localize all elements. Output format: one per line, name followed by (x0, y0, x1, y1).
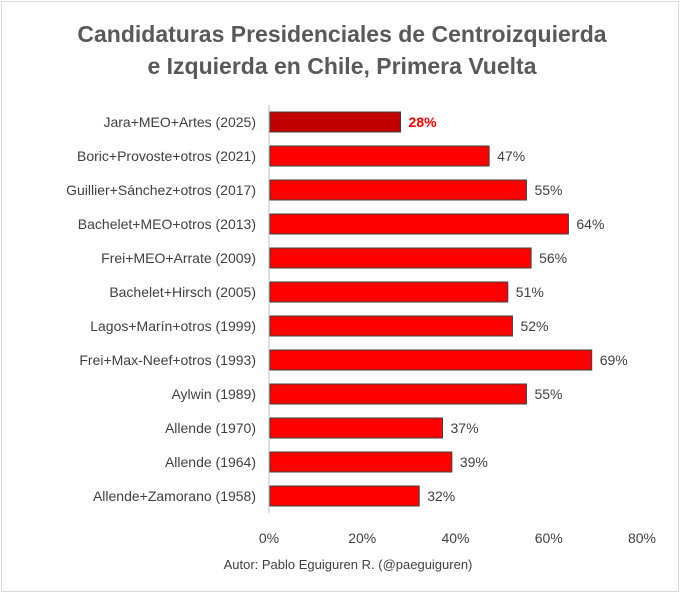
bar (269, 349, 593, 371)
category-label: Allende+Zamorano (1958) (93, 488, 256, 504)
category-label: Aylwin (1989) (171, 386, 256, 402)
bar (269, 485, 420, 507)
bar (269, 417, 444, 439)
x-tick-label: 40% (441, 530, 469, 546)
data-label: 47% (497, 148, 525, 164)
chart-title-line-2: e Izquierda en Chile, Primera Vuelta (147, 53, 536, 79)
category-label: Guillier+Sánchez+otros (2017) (66, 182, 256, 198)
x-tick-label: 80% (628, 530, 656, 546)
bar (269, 281, 509, 303)
bar (269, 145, 490, 167)
source-note: Autor: Pablo Eguiguren R. (@paeguiguren) (224, 557, 473, 572)
data-label: 32% (427, 488, 455, 504)
bar (269, 247, 532, 269)
bar (269, 451, 453, 473)
plot-area: Jara+MEO+Artes (2025) 28% Boric+Provoste+o… (66, 105, 656, 546)
data-label: 69% (600, 352, 628, 368)
category-label: Boric+Provoste+otros (2021) (77, 148, 256, 164)
data-label: 39% (460, 454, 488, 470)
category-label: Allende (1970) (165, 420, 256, 436)
category-label: Lagos+Marín+otros (1999) (90, 318, 256, 334)
x-tick-label: 60% (535, 530, 563, 546)
data-label: 52% (520, 318, 548, 334)
bar (269, 383, 527, 405)
data-label: 55% (534, 182, 562, 198)
bar (269, 179, 527, 201)
data-label: 64% (576, 216, 604, 232)
data-label: 56% (539, 250, 567, 266)
data-label: 28% (409, 114, 438, 130)
category-label: Allende (1964) (165, 454, 256, 470)
x-tick-label: 0% (259, 530, 279, 546)
category-label: Bachelet+Hirsch (2005) (109, 284, 256, 300)
category-label: Bachelet+MEO+otros (2013) (78, 216, 256, 232)
data-label: 55% (534, 386, 562, 402)
category-label: Frei+MEO+Arrate (2009) (101, 250, 256, 266)
bar (269, 315, 513, 337)
x-tick-label: 20% (348, 530, 376, 546)
bar (269, 213, 569, 235)
data-label: 37% (451, 420, 479, 436)
chart-title-line-1: Candidaturas Presidenciales de Centroizq… (77, 21, 606, 47)
category-label: Frei+Max-Neef+otros (1993) (79, 352, 256, 368)
category-label: Jara+MEO+Artes (2025) (103, 114, 256, 130)
data-label: 51% (516, 284, 544, 300)
bar (269, 111, 402, 133)
